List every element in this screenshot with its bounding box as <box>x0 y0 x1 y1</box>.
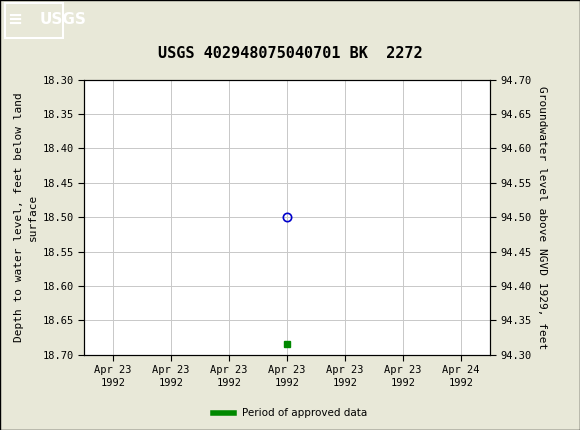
Y-axis label: Depth to water level, feet below land
surface: Depth to water level, feet below land su… <box>14 92 38 342</box>
Text: USGS: USGS <box>39 12 86 27</box>
Text: ≡: ≡ <box>8 11 23 29</box>
Legend: Period of approved data: Period of approved data <box>209 404 371 423</box>
Text: USGS 402948075040701 BK  2272: USGS 402948075040701 BK 2272 <box>158 46 422 61</box>
Y-axis label: Groundwater level above NGVD 1929, feet: Groundwater level above NGVD 1929, feet <box>537 86 548 349</box>
